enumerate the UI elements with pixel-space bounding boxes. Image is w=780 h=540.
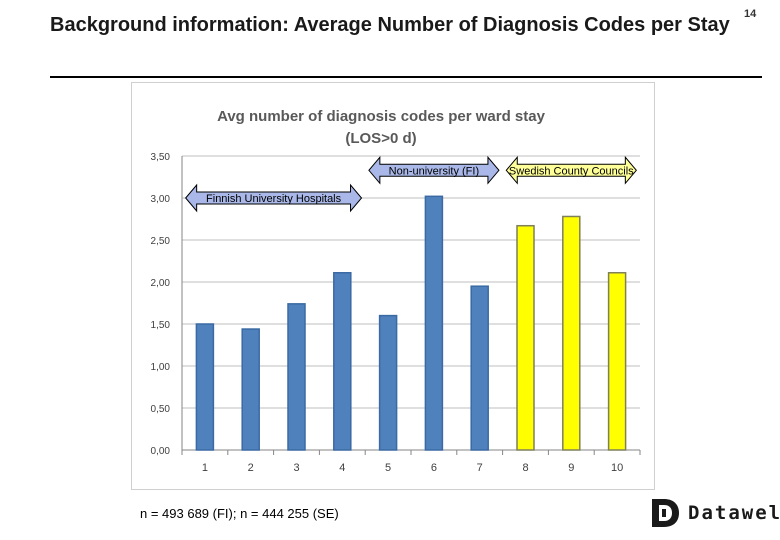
x-tick-label: 5 — [385, 462, 391, 474]
x-tick-label: 3 — [293, 462, 299, 474]
chart-title-line-2: (LOS>0 d) — [345, 130, 416, 147]
datawell-logo: Datawell — [648, 496, 780, 532]
y-tick-label: 3,50 — [151, 152, 171, 163]
x-tick-label: 2 — [248, 462, 254, 474]
y-tick-label: 0,00 — [151, 446, 171, 457]
bar-2 — [241, 328, 260, 451]
x-tick-label: 1 — [202, 462, 208, 474]
y-tick-label: 2,00 — [151, 278, 171, 289]
x-tick-label: 8 — [522, 462, 528, 474]
title-divider — [50, 76, 762, 78]
bar-4 — [333, 272, 352, 451]
bar-10 — [607, 272, 627, 451]
bar-3 — [287, 303, 306, 451]
group-arrow-1 — [185, 183, 363, 213]
y-tick-label: 2,50 — [151, 236, 171, 247]
datawell-logo-icon — [652, 499, 679, 527]
chart-title-line-1: Avg number of diagnosis codes per ward s… — [217, 108, 546, 125]
x-tick-label: 10 — [611, 462, 623, 474]
group-arrow-label: Finnish University Hospitals — [206, 193, 342, 205]
bar-chart: Avg number of diagnosis codes per ward s… — [131, 82, 655, 490]
group-arrow-2 — [368, 155, 500, 185]
bar-8 — [516, 224, 535, 451]
y-tick-label: 3,00 — [151, 194, 171, 205]
bar-9 — [562, 215, 581, 451]
group-arrow-label: Non-university (FI) — [389, 165, 479, 177]
y-tick-label: 1,50 — [151, 320, 171, 331]
y-tick-label: 1,00 — [151, 362, 171, 373]
sample-size-footnote: n = 493 689 (FI); n = 444 255 (SE) — [140, 506, 339, 521]
group-arrow-label: Swedish County Councils — [509, 165, 634, 177]
chart-canvas: Avg number of diagnosis codes per ward s… — [151, 108, 641, 474]
group-arrow-3 — [505, 155, 637, 185]
y-tick-label: 0,50 — [151, 404, 171, 415]
bar-6 — [424, 195, 444, 451]
page-number: 14 — [744, 8, 757, 20]
bar-7 — [470, 285, 489, 451]
datawell-logo-text: Datawell — [688, 502, 780, 524]
x-tick-label: 6 — [431, 462, 437, 474]
x-tick-label: 9 — [568, 462, 574, 474]
bar-1 — [195, 323, 215, 451]
x-tick-label: 7 — [477, 462, 483, 474]
bar-5 — [378, 314, 398, 451]
x-tick-label: 4 — [339, 462, 345, 474]
slide-title: Background information: Average Number o… — [50, 14, 730, 36]
